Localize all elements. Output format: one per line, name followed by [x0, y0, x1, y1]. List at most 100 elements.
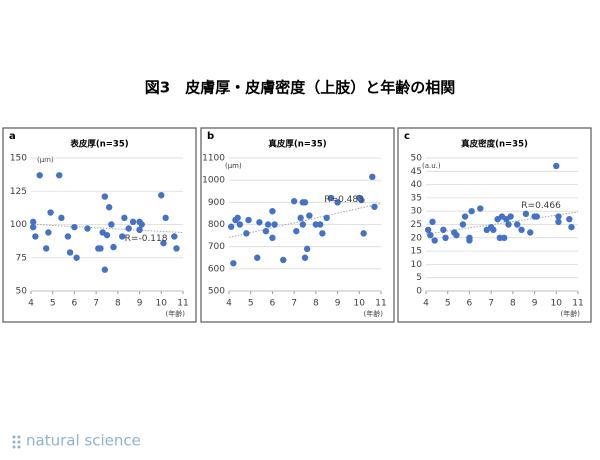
point: [490, 226, 497, 234]
point: [327, 194, 335, 202]
y-tick-label: 150: [10, 154, 27, 164]
point: [358, 196, 365, 204]
x-tick-label: 7: [488, 299, 494, 309]
x-tick-label: 11: [572, 299, 583, 309]
point: [568, 223, 575, 231]
y-tick-label: 30: [411, 207, 423, 217]
point: [323, 214, 330, 222]
point: [234, 214, 241, 222]
point: [527, 229, 534, 236]
y-tick-label: 0: [416, 287, 422, 297]
point: [103, 231, 111, 239]
point: [453, 231, 460, 239]
correlation-label: R=0.483: [324, 195, 364, 205]
point: [360, 230, 367, 237]
point: [262, 227, 270, 235]
y-tick-label: 500: [208, 287, 225, 297]
point: [243, 230, 250, 237]
point: [227, 223, 235, 230]
y-axis-unit: (μm): [37, 156, 54, 164]
point: [533, 213, 540, 220]
panel-frame: [397, 127, 592, 323]
x-tick-label: 10: [156, 299, 168, 309]
y-axis-unit: (a.u.): [422, 162, 441, 170]
point: [429, 218, 436, 226]
point: [110, 243, 117, 251]
point: [36, 172, 43, 179]
point: [427, 231, 434, 239]
correlation-label: R=-0.118: [125, 234, 168, 244]
point: [301, 254, 309, 261]
x-tick-label: 7: [93, 299, 99, 309]
point: [56, 172, 63, 179]
point: [514, 221, 521, 228]
point: [555, 218, 562, 226]
point: [160, 239, 167, 247]
point: [119, 233, 126, 240]
y-tick-label: 15: [411, 247, 422, 257]
point: [555, 213, 562, 220]
x-tick-label: 6: [72, 299, 78, 309]
y-tick-label: 900: [208, 198, 225, 208]
point: [301, 199, 309, 206]
x-tick-label: 5: [248, 299, 254, 309]
x-tick-label: 4: [28, 299, 34, 309]
point: [468, 208, 475, 215]
x-axis-unit: (年齢): [166, 309, 186, 318]
point: [483, 226, 490, 234]
x-tick-label: 8: [115, 299, 121, 309]
point: [173, 245, 180, 252]
panel: a 表皮厚(n=35) (μm) 50 75 100 125 150 4 5 6 7 8 9 10 11(年齢…: [2, 127, 197, 323]
point: [108, 221, 115, 228]
point: [461, 213, 469, 220]
point: [507, 213, 514, 220]
x-tick-label: 10: [354, 299, 366, 309]
point: [138, 221, 145, 228]
point: [171, 233, 178, 240]
panel-letter: b: [207, 131, 214, 142]
point: [269, 208, 276, 215]
point: [230, 260, 237, 267]
point: [32, 233, 39, 240]
x-tick-label: 5: [50, 299, 56, 309]
point: [73, 254, 80, 261]
point: [162, 214, 169, 222]
y-tick-label: 35: [411, 193, 422, 203]
point: [371, 203, 378, 210]
y-tick-label: 75: [16, 253, 27, 263]
point: [254, 254, 261, 261]
x-tick-label: 7: [291, 299, 297, 309]
point: [505, 221, 512, 228]
x-tick-label: 8: [313, 299, 319, 309]
x-tick-label: 11: [177, 299, 188, 309]
x-tick-label: 6: [270, 299, 276, 309]
point: [280, 256, 287, 264]
y-tick-label: 700: [208, 242, 225, 252]
y-tick-label: 1000: [202, 176, 225, 186]
y-tick-label: 5: [416, 273, 422, 283]
trend-line: [228, 202, 382, 238]
y-tick-label: 50: [16, 287, 28, 297]
x-tick-label: 9: [532, 299, 538, 309]
point: [466, 237, 473, 244]
y-tick-label: 125: [10, 187, 27, 197]
point: [29, 218, 37, 226]
point: [105, 204, 113, 211]
point: [431, 237, 438, 244]
x-tick-label: 9: [335, 299, 341, 309]
point: [136, 226, 143, 234]
y-tick-label: 20: [411, 233, 423, 243]
y-tick-label: 50: [411, 154, 423, 164]
brand-logo: [12, 435, 21, 449]
x-tick-label: 4: [423, 299, 429, 309]
y-axis-unit: (μm): [225, 162, 242, 170]
point: [297, 214, 304, 222]
point: [125, 225, 132, 232]
y-tick-label: 45: [411, 167, 422, 177]
x-tick-label: 9: [137, 299, 143, 309]
point: [293, 227, 300, 235]
x-tick-label: 10: [551, 299, 563, 309]
y-tick-label: 25: [411, 220, 422, 230]
